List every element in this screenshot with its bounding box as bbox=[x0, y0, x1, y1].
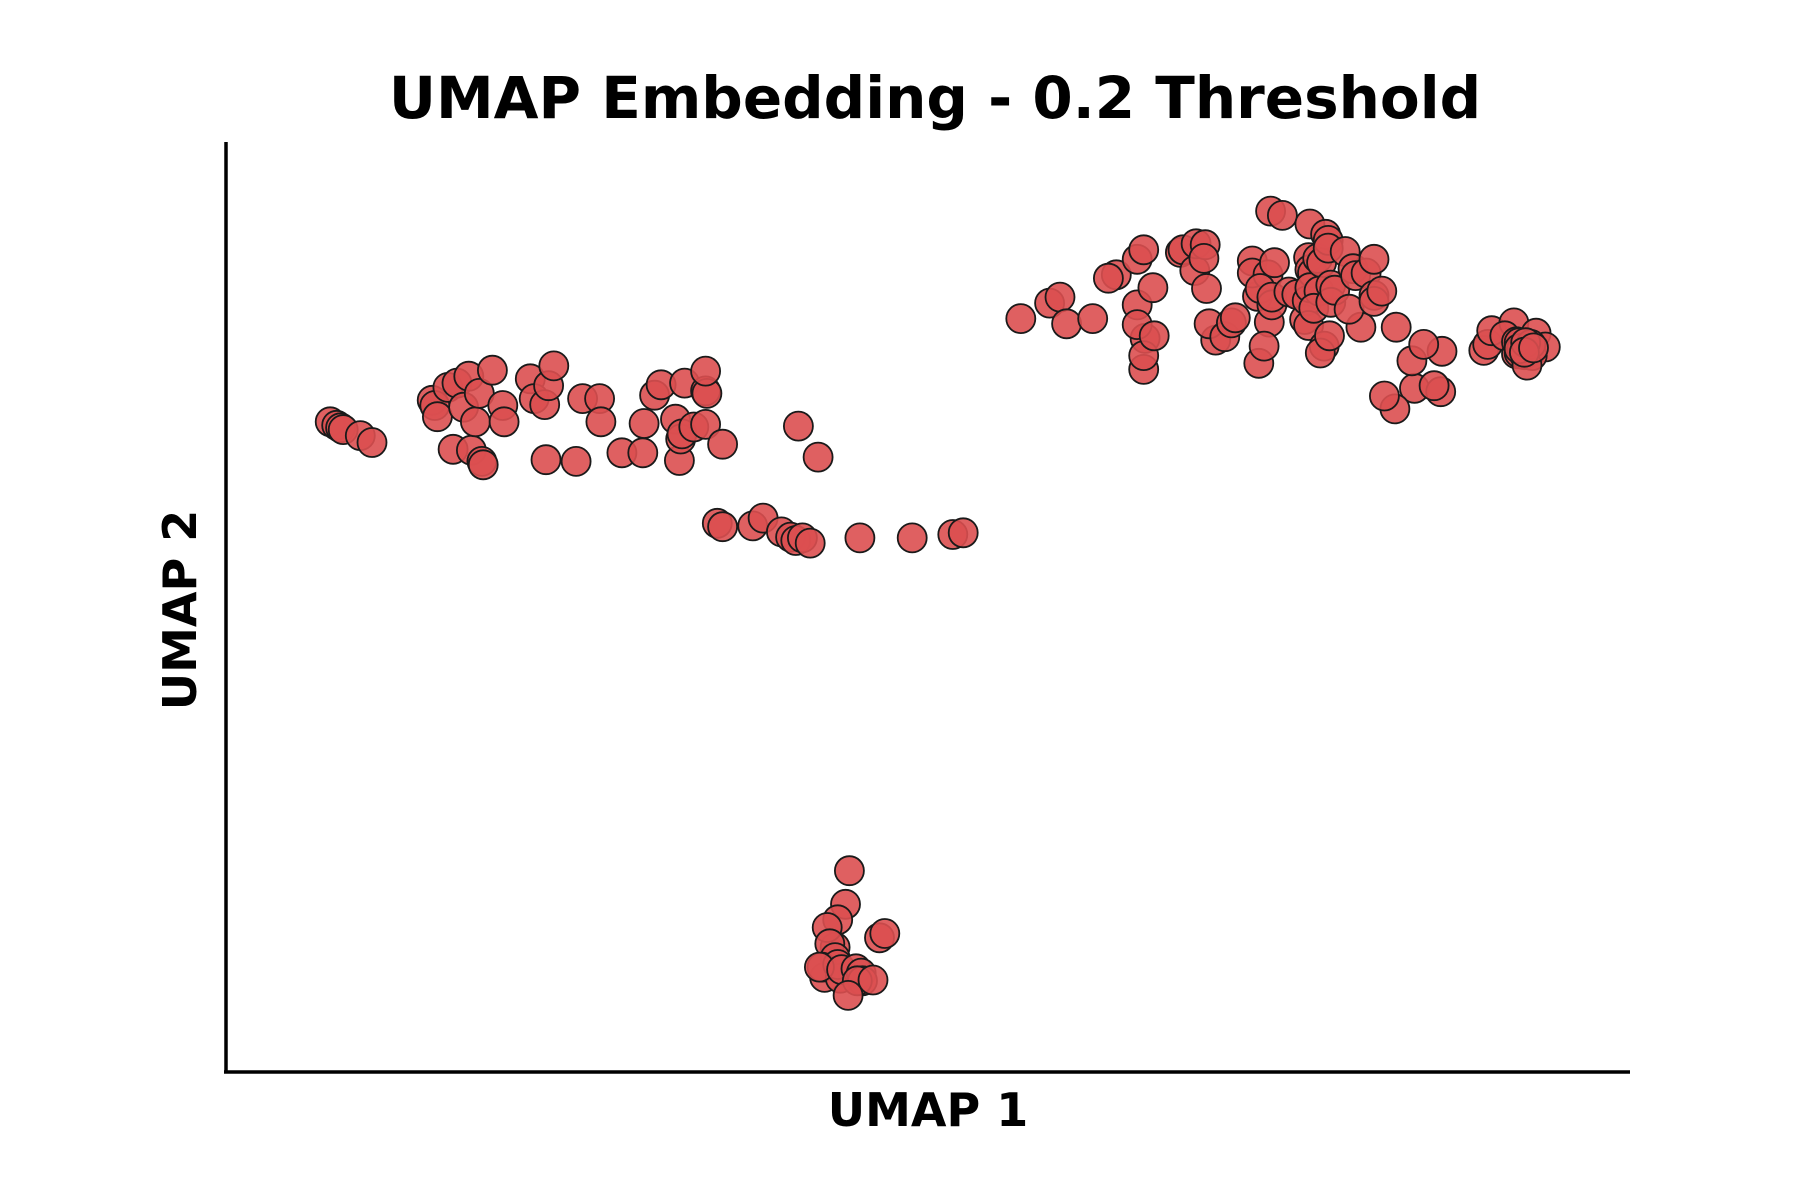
data-point bbox=[1408, 328, 1440, 360]
data-point bbox=[627, 437, 659, 469]
data-point bbox=[1314, 320, 1345, 352]
data-point bbox=[530, 444, 562, 476]
data-point bbox=[560, 445, 592, 477]
data-point bbox=[1138, 320, 1170, 352]
data-point bbox=[832, 980, 864, 1011]
data-point bbox=[421, 401, 453, 433]
data-point bbox=[1219, 302, 1251, 334]
data-point bbox=[1051, 308, 1082, 340]
data-point bbox=[1248, 330, 1280, 362]
data-point bbox=[1358, 243, 1390, 275]
data-point bbox=[538, 350, 570, 382]
data-point bbox=[1137, 272, 1169, 304]
data-point bbox=[1380, 311, 1412, 343]
data-point bbox=[1418, 370, 1450, 402]
data-point bbox=[1044, 281, 1076, 313]
data-point bbox=[1369, 380, 1400, 412]
data-point bbox=[476, 354, 508, 386]
data-point bbox=[869, 918, 901, 949]
data-point bbox=[585, 406, 617, 438]
data-point bbox=[1005, 303, 1037, 335]
data-point bbox=[1267, 199, 1298, 231]
data-point bbox=[459, 406, 491, 438]
data-point bbox=[1518, 332, 1549, 364]
data-point bbox=[1366, 275, 1398, 307]
x-axis-label: UMAP 1 bbox=[828, 1083, 1028, 1137]
data-point bbox=[690, 408, 721, 440]
data-point bbox=[947, 517, 979, 549]
y-axis-label: UMAP 2 bbox=[153, 510, 207, 710]
data-point bbox=[1191, 273, 1222, 304]
data-point bbox=[1077, 303, 1109, 335]
data-point bbox=[467, 449, 499, 481]
data-point bbox=[783, 410, 814, 442]
data-point bbox=[1093, 262, 1124, 294]
data-point bbox=[707, 428, 738, 460]
data-point bbox=[488, 406, 520, 438]
data-point bbox=[1188, 242, 1220, 274]
data-point bbox=[844, 522, 876, 554]
data-point bbox=[857, 964, 889, 996]
chart-title: UMAP Embedding - 0.2 Threshold bbox=[389, 64, 1481, 132]
data-point bbox=[794, 527, 826, 559]
data-point bbox=[628, 408, 660, 439]
points-layer bbox=[314, 195, 1561, 1011]
data-point bbox=[707, 511, 738, 543]
data-point bbox=[1128, 234, 1160, 266]
data-point bbox=[356, 427, 388, 458]
data-point bbox=[834, 855, 865, 887]
data-point bbox=[896, 522, 928, 554]
data-point bbox=[690, 355, 721, 387]
data-point bbox=[1259, 247, 1290, 279]
data-point bbox=[802, 441, 834, 473]
